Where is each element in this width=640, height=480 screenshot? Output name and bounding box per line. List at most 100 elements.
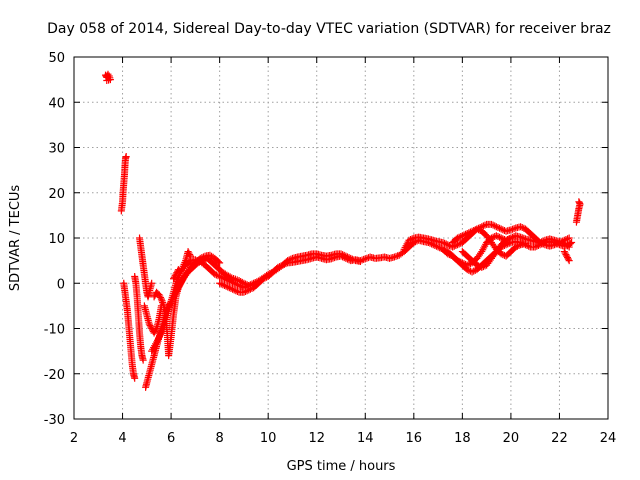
plus-marker bbox=[339, 251, 347, 259]
plus-marker bbox=[172, 270, 180, 278]
plus-marker bbox=[285, 256, 293, 264]
plus-marker bbox=[219, 274, 227, 282]
plus-marker bbox=[222, 275, 230, 283]
plus-marker bbox=[216, 272, 224, 280]
plus-marker bbox=[217, 273, 225, 281]
plus-marker bbox=[473, 225, 481, 233]
plus-marker bbox=[465, 266, 473, 274]
plus-marker bbox=[191, 256, 199, 264]
plus-marker bbox=[565, 243, 573, 251]
plus-marker bbox=[211, 270, 219, 278]
plus-marker bbox=[151, 328, 159, 336]
plus-marker bbox=[436, 244, 444, 252]
plus-marker bbox=[170, 275, 178, 283]
plus-marker bbox=[150, 293, 158, 301]
plus-marker bbox=[536, 239, 544, 247]
plus-marker bbox=[470, 267, 478, 275]
plus-marker bbox=[445, 242, 453, 250]
plus-marker bbox=[230, 279, 238, 287]
x-tick-label: 16 bbox=[406, 431, 423, 446]
plus-marker bbox=[122, 153, 130, 161]
plus-marker bbox=[518, 223, 526, 231]
plus-marker bbox=[502, 236, 510, 244]
y-tick-label: -30 bbox=[44, 413, 65, 428]
series-s1 bbox=[102, 70, 114, 85]
plus-marker bbox=[390, 253, 398, 261]
x-tick-label: 6 bbox=[167, 431, 175, 446]
plus-marker bbox=[463, 229, 471, 237]
y-tick-label: 30 bbox=[48, 142, 65, 157]
plus-marker bbox=[468, 268, 476, 276]
plus-marker bbox=[564, 242, 572, 250]
plus-marker bbox=[242, 288, 250, 296]
series-s13 bbox=[449, 225, 529, 260]
plus-marker bbox=[243, 287, 251, 295]
plus-marker bbox=[564, 254, 572, 262]
plus-marker bbox=[444, 241, 452, 249]
y-tick-label: 10 bbox=[48, 232, 65, 247]
plus-marker bbox=[477, 249, 485, 257]
plus-marker bbox=[468, 227, 476, 235]
plus-marker bbox=[237, 282, 245, 290]
plus-marker bbox=[227, 278, 235, 286]
series-s4 bbox=[131, 272, 147, 364]
plus-marker bbox=[470, 226, 478, 234]
plus-marker bbox=[337, 250, 345, 258]
x-tick-label: 24 bbox=[600, 431, 617, 446]
series-s2 bbox=[117, 153, 130, 215]
plus-marker bbox=[473, 261, 481, 269]
plus-marker bbox=[465, 229, 473, 237]
plus-marker bbox=[442, 240, 450, 248]
plus-marker bbox=[513, 242, 521, 250]
plus-marker bbox=[259, 275, 267, 283]
plus-marker bbox=[466, 228, 474, 236]
plus-marker bbox=[220, 275, 228, 283]
plus-marker bbox=[159, 300, 167, 308]
plus-marker bbox=[515, 242, 523, 250]
series-s14 bbox=[458, 234, 515, 271]
plus-marker bbox=[145, 320, 153, 328]
plus-marker bbox=[455, 257, 463, 265]
plus-marker bbox=[287, 255, 295, 263]
plus-marker bbox=[497, 225, 505, 233]
plus-marker bbox=[463, 261, 471, 269]
plus-marker bbox=[460, 260, 468, 268]
plus-marker bbox=[575, 199, 583, 207]
plus-marker bbox=[565, 257, 573, 265]
plus-marker bbox=[245, 286, 253, 294]
plus-marker bbox=[510, 225, 518, 233]
plus-marker bbox=[358, 256, 366, 264]
plus-marker bbox=[147, 323, 155, 331]
plus-marker bbox=[186, 251, 194, 259]
plus-marker bbox=[219, 281, 227, 289]
plus-marker bbox=[157, 295, 165, 303]
y-tick-label: -10 bbox=[44, 323, 65, 338]
plus-marker bbox=[507, 234, 515, 242]
plus-marker bbox=[492, 232, 500, 240]
plus-marker bbox=[342, 252, 350, 260]
x-tick-label: 20 bbox=[503, 431, 520, 446]
plus-marker bbox=[233, 288, 241, 296]
plus-marker bbox=[492, 223, 500, 231]
plus-marker bbox=[507, 226, 515, 234]
x-tick-label: 4 bbox=[118, 431, 126, 446]
plus-marker bbox=[491, 222, 499, 230]
plus-marker bbox=[521, 239, 529, 247]
plus-marker bbox=[361, 255, 369, 263]
plus-marker bbox=[445, 251, 453, 259]
plus-marker bbox=[356, 258, 364, 266]
plus-marker bbox=[475, 262, 483, 270]
plus-marker bbox=[561, 249, 569, 257]
plus-marker bbox=[233, 281, 241, 289]
plus-marker bbox=[343, 253, 351, 261]
x-tick-label: 2 bbox=[70, 431, 78, 446]
x-tick-label: 12 bbox=[308, 431, 325, 446]
x-tick-label: 18 bbox=[454, 431, 471, 446]
plus-marker bbox=[481, 221, 489, 229]
plus-marker bbox=[347, 254, 355, 262]
plus-marker bbox=[494, 232, 502, 240]
series-s17 bbox=[170, 248, 195, 283]
plus-marker bbox=[497, 234, 505, 242]
